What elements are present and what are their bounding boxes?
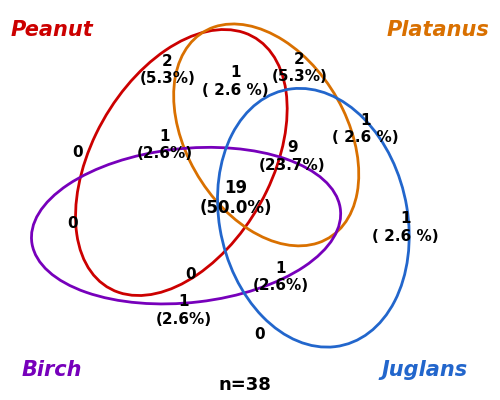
Text: 19
(50.0%): 19 (50.0%) [200,179,272,218]
Text: 1
( 2.6 %): 1 ( 2.6 %) [332,113,398,145]
Text: 0: 0 [68,216,78,231]
Text: Birch: Birch [22,360,82,380]
Text: n=38: n=38 [218,376,272,394]
Text: 1
(2.6%): 1 (2.6%) [156,294,212,327]
Text: 0: 0 [72,145,83,160]
Text: Platanus: Platanus [387,20,490,40]
Text: 1
(2.6%): 1 (2.6%) [252,261,308,293]
Text: 1
(2.6%): 1 (2.6%) [137,128,193,161]
Text: 9
(23.7%): 9 (23.7%) [259,140,326,173]
Text: 1
( 2.6 %): 1 ( 2.6 %) [372,212,438,244]
Text: Peanut: Peanut [10,20,93,40]
Text: 0: 0 [254,327,264,342]
Text: 1
( 2.6 %): 1 ( 2.6 %) [202,66,269,98]
Text: 0: 0 [186,268,196,282]
Text: 2
(5.3%): 2 (5.3%) [272,52,327,84]
Text: Juglans: Juglans [381,360,467,380]
Text: 2
(5.3%): 2 (5.3%) [140,54,195,86]
